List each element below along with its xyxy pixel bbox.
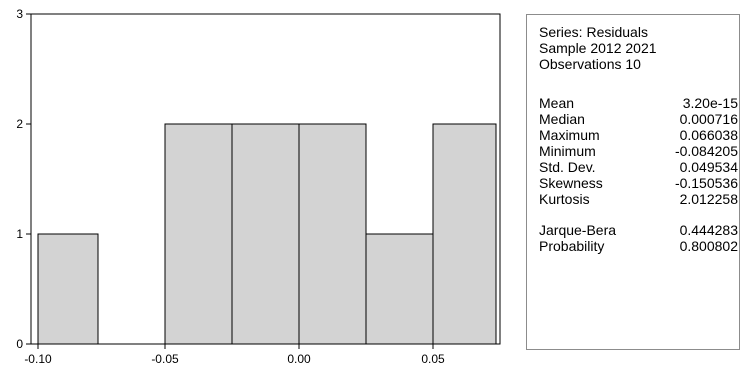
stat-label: Minimum [539,143,596,159]
x-axis: -0.10 -0.05 0.00 0.05 [24,344,445,366]
stat-label: Maximum [539,127,600,143]
histogram-bar [432,123,497,345]
stat-value: 2.012258 [679,191,738,207]
stat-label: Kurtosis [539,191,590,207]
stat-label: Probability [539,238,605,254]
stat-row-probability: Probability 0.800802 [539,238,739,254]
x-tick-label: 0.00 [287,352,311,366]
stat-value: 0.000716 [679,111,738,127]
y-tick-label: 1 [16,227,23,241]
histogram-chart: 0 1 2 3 -0.10 -0.05 0.00 0.05 [16,7,501,366]
stat-row-mean: Mean 3.20e-15 [539,95,739,111]
stat-value: 0.800802 [679,238,738,254]
stat-label: Jarque-Bera [539,222,617,238]
sample-range: Sample 2012 2021 [539,40,657,56]
y-axis: 0 1 2 3 [16,7,31,351]
stat-label: Std. Dev. [539,159,596,175]
stat-row-median: Median 0.000716 [539,111,739,127]
stat-row-skewness: Skewness -0.150536 [539,175,739,191]
observations-count: Observations 10 [539,56,641,72]
x-tick-label: -0.10 [24,352,52,366]
x-tick-label: 0.05 [421,352,445,366]
series-name: Series: Residuals [539,24,648,40]
histogram-bar [365,233,434,345]
x-tick-label: -0.05 [151,352,179,366]
stat-row-kurtosis: Kurtosis 2.012258 [539,191,739,207]
histogram-bars [37,123,497,345]
y-tick-label: 2 [16,117,23,131]
descriptive-stats: Mean 3.20e-15 Median 0.000716 Maximum 0.066… [539,95,739,254]
stat-value: 0.066038 [679,127,738,143]
stat-value: -0.150536 [674,175,738,191]
stat-value: 0.444283 [679,222,738,238]
histogram-bar [37,233,99,345]
stat-label: Skewness [539,175,603,191]
stat-value: 0.049534 [679,159,738,175]
stat-row-jarque-bera: Jarque-Bera 0.444283 [539,222,739,238]
y-tick-label: 3 [16,7,23,21]
histogram-bar [231,123,300,345]
stat-value: -0.084205 [674,143,738,159]
stat-label: Mean [539,95,575,111]
stat-label: Median [539,111,585,127]
plot-frame [30,13,501,345]
statistics-panel: Series: Residuals Sample 2012 2021 Obser… [526,14,740,350]
stat-row-minimum: Minimum -0.084205 [539,143,739,159]
histogram-bar [298,123,367,345]
y-tick-label: 0 [16,337,23,351]
stat-row-maximum: Maximum 0.066038 [539,127,739,143]
histogram-bar [164,123,233,345]
stat-row-std-dev: Std. Dev. 0.049534 [539,159,739,175]
stat-value: 3.20e-15 [682,95,738,111]
